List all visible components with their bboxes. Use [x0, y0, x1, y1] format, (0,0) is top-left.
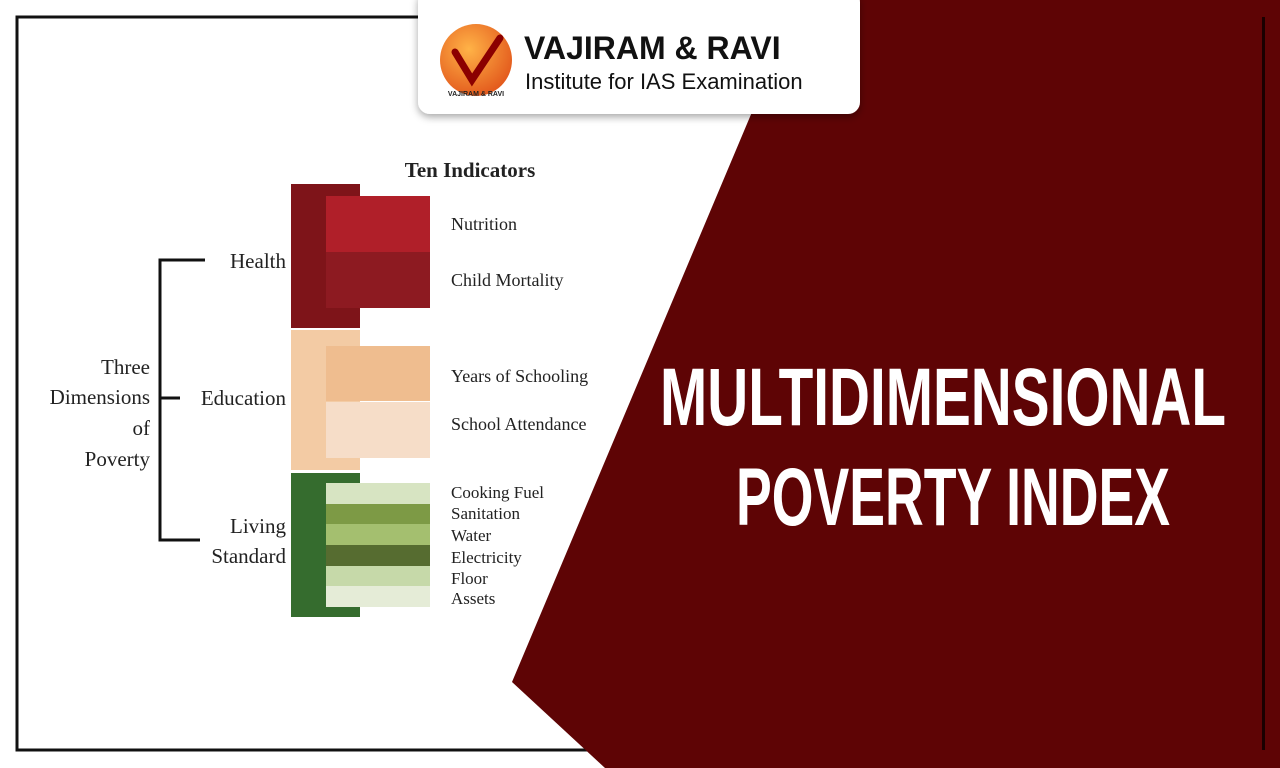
indicator-bar — [326, 196, 430, 252]
indicator-label: Water — [451, 526, 491, 545]
root-label: Poverty — [85, 447, 151, 471]
headline: POVERTY INDEX — [736, 452, 1170, 543]
indicator-bar — [326, 504, 430, 524]
indicator-bar — [326, 252, 430, 308]
indicator-label: Sanitation — [451, 504, 520, 523]
indicator-label: Years of Schooling — [451, 366, 588, 386]
indicator-label: Child Mortality — [451, 270, 564, 290]
logo-text: VAJIRAM & RAVI — [448, 91, 504, 98]
logo-box — [418, 0, 860, 114]
frame-edge — [1262, 17, 1265, 750]
headline: MULTIDIMENSIONAL — [660, 352, 1226, 443]
logo-card: VAJIRAM & RAVI VAJIRAM & RAVI Institute … — [418, 0, 860, 114]
indicator-bar — [326, 524, 430, 545]
diagram-title: Ten Indicators — [405, 158, 536, 182]
root-label: of — [133, 416, 151, 440]
dimension-label: Standard — [211, 544, 286, 568]
indicator-bar — [326, 545, 430, 566]
indicator-bar — [326, 483, 430, 504]
indicator-bar — [326, 346, 430, 401]
indicator-label: Floor — [451, 569, 488, 588]
logo-check — [451, 34, 504, 87]
red-panel — [512, 0, 1280, 768]
indicator-label: Cooking Fuel — [451, 483, 544, 502]
indicator-bar — [326, 566, 430, 586]
brand: VAJIRAM & RAVI — [524, 30, 781, 66]
indicator-label: School Attendance — [451, 414, 586, 434]
root-label: Three — [101, 355, 150, 379]
dimension-label: Education — [201, 386, 287, 410]
tagline: Institute for IAS Examination — [525, 69, 803, 94]
bracket — [158, 258, 205, 542]
dimension-label: Health — [230, 249, 286, 273]
indicator-label: Nutrition — [451, 214, 517, 234]
root-label: Dimensions — [50, 385, 150, 409]
indicator-bar — [326, 586, 430, 607]
indicator-bar — [326, 402, 430, 458]
diagram: Ten Indicators Three Dimensions of Pover… — [50, 158, 588, 617]
dimension-label: Living — [230, 514, 286, 538]
indicator-label: Electricity — [451, 548, 522, 567]
indicator-label: Assets — [451, 589, 495, 608]
